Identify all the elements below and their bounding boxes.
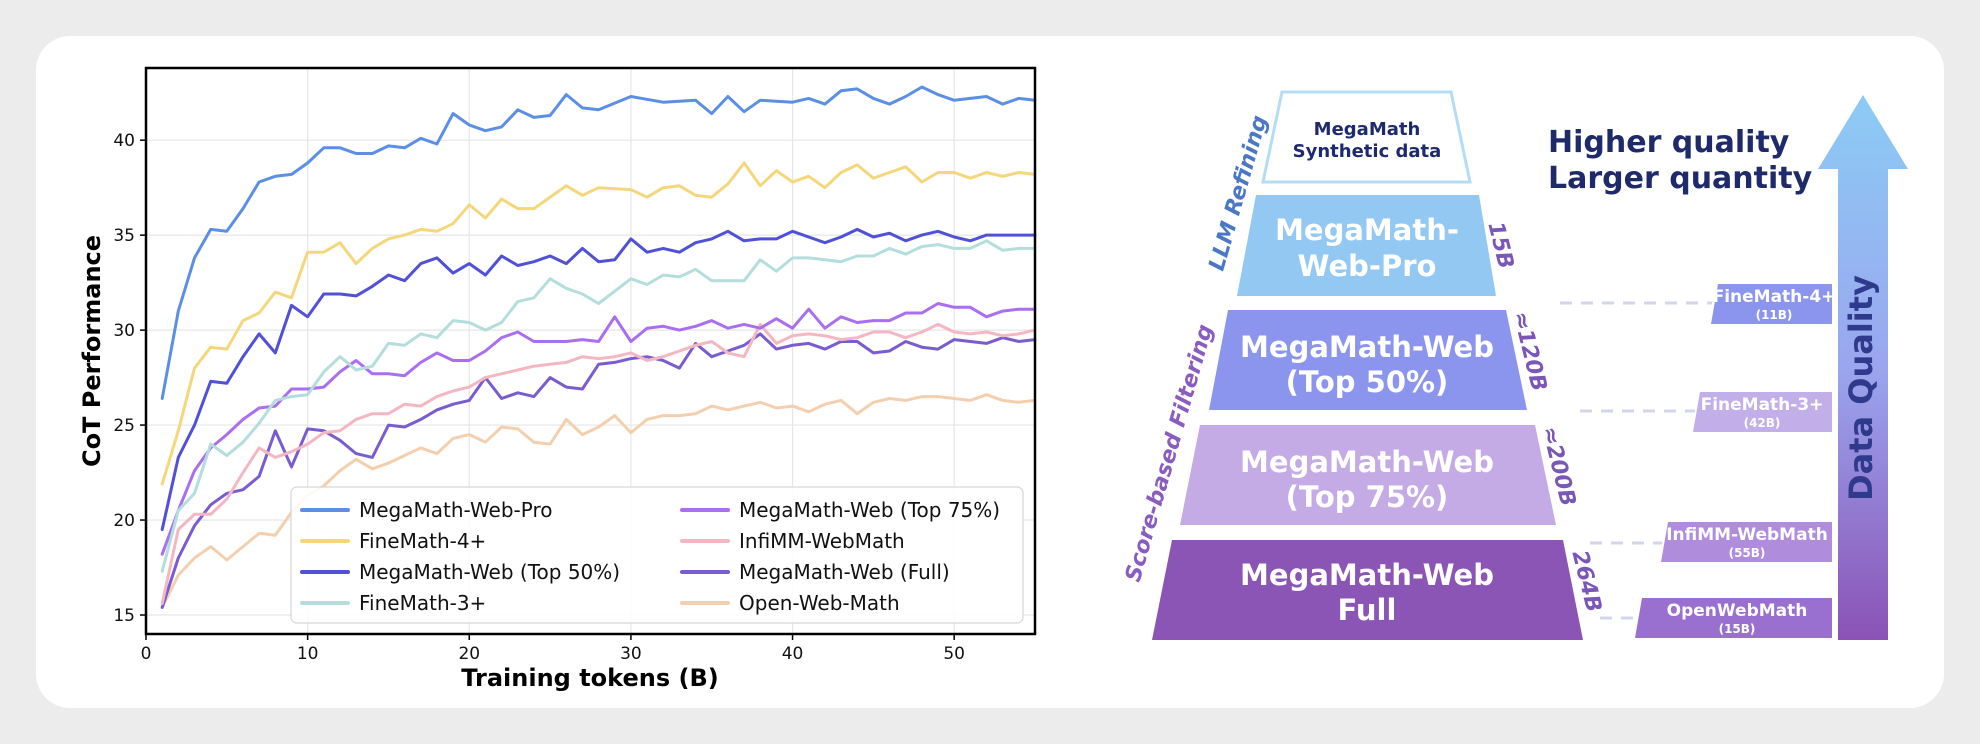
x-tick-label: 0	[141, 644, 152, 664]
y-tick-label: 25	[113, 416, 135, 436]
legend-label: FineMath-3+	[359, 591, 486, 615]
legend-label: FineMath-4+	[359, 529, 486, 553]
y-tick-label: 40	[113, 131, 135, 151]
reference-bar	[1711, 284, 1832, 324]
y-tick-label: 15	[113, 606, 135, 626]
reference-name: FineMath-4+	[1713, 287, 1836, 307]
tier-line-1: MegaMath-	[1275, 213, 1459, 247]
data-pyramid-diagram: Data Quality Higher quality Larger quant…	[1121, 90, 1908, 640]
reference-size: (55B)	[1729, 546, 1766, 560]
data-quality-arrow: Data Quality	[1818, 95, 1908, 640]
reference-finemath4: FineMath-4+ (11B)	[1711, 284, 1835, 324]
tier-line-2: (Top 50%)	[1286, 365, 1449, 399]
x-axis-label: Training tokens (B)	[461, 664, 718, 692]
series-line-megamath-web-full	[160, 332, 1037, 609]
headline-line-1: Higher quality	[1548, 125, 1790, 160]
y-tick-label: 20	[113, 511, 135, 531]
reference-size: (11B)	[1756, 308, 1793, 322]
arrow-label: Data Quality	[1842, 275, 1880, 501]
series-line-infimm-webmath	[160, 322, 1037, 606]
x-ticks: 0 10 20 30 40 50	[141, 634, 965, 664]
tier-shape	[1180, 425, 1556, 525]
x-tick-label: 40	[782, 644, 804, 664]
x-tick-label: 30	[620, 644, 642, 664]
tier-line-2: Synthetic data	[1293, 141, 1442, 162]
tier-shape	[1152, 540, 1583, 640]
reference-size: (15B)	[1719, 622, 1756, 636]
y-tick-label: 30	[113, 321, 135, 341]
x-tick-label: 50	[943, 644, 965, 664]
tier-shape	[1209, 310, 1527, 410]
tier-shape	[1237, 195, 1496, 296]
pyramid: MegaMath Synthetic data MegaMath- Web-Pr…	[1152, 90, 1583, 640]
legend-label: MegaMath-Web (Full)	[739, 560, 950, 584]
tier-shape	[1261, 90, 1472, 184]
tier-line-1: MegaMath-Web	[1240, 558, 1494, 592]
series-line-finemath-3	[160, 239, 1037, 573]
x-tick-label: 10	[297, 644, 319, 664]
legend-label: MegaMath-Web-Pro	[359, 498, 553, 522]
reference-name: FineMath-3+	[1701, 395, 1824, 415]
reference-finemath3: FineMath-3+ (42B)	[1693, 392, 1832, 432]
headline-line-2: Larger quantity	[1548, 161, 1813, 196]
reference-openwebmath: OpenWebMath (15B)	[1635, 598, 1832, 638]
plot-frame	[144, 66, 1037, 636]
legend-label: Open-Web-Math	[739, 591, 900, 615]
tier-line-1: MegaMath-Web	[1240, 445, 1494, 479]
tier-line-2: (Top 75%)	[1286, 480, 1449, 514]
tier-full: MegaMath-Web Full	[1152, 540, 1583, 640]
line-chart: 0 10 20 30 40 50 15 20 25 30 35 40 Training tokens…	[78, 66, 1037, 692]
y-tick-label: 35	[113, 226, 135, 246]
legend-label: InfiMM-WebMath	[739, 529, 905, 553]
reference-infimm-webmath: InfiMM-WebMath (55B)	[1661, 522, 1832, 562]
tier-line-1: MegaMath	[1314, 119, 1421, 140]
tier-top-50: MegaMath-Web (Top 50%)	[1209, 310, 1527, 410]
x-tick-label: 20	[458, 644, 480, 664]
tier-top-75: MegaMath-Web (Top 75%)	[1180, 425, 1556, 525]
reference-bar	[1661, 522, 1832, 562]
y-axis-label: CoT Performance	[78, 235, 106, 467]
series-line-megamath-web-top-50	[160, 227, 1037, 531]
tier-line-2: Full	[1338, 593, 1397, 627]
series-line-megamath-web-pro	[160, 85, 1037, 400]
dashed-connectors	[1560, 301, 1712, 620]
reference-name: OpenWebMath	[1667, 601, 1808, 621]
reference-datasets: FineMath-4+ (11B) FineMath-3+ (42B) Infi…	[1635, 284, 1835, 638]
reference-name: InfiMM-WebMath	[1666, 525, 1828, 545]
reference-bar	[1635, 598, 1832, 638]
series-line-finemath-4	[160, 161, 1037, 486]
tier-web-pro: MegaMath- Web-Pro	[1237, 195, 1496, 296]
legend-box	[290, 486, 1024, 624]
legend: MegaMath-Web-Pro FineMath-4+ MegaMath-Web …	[290, 486, 1024, 624]
arrow-shape	[1818, 95, 1908, 640]
reference-bar	[1693, 392, 1832, 432]
y-ticks: 15 20 25 30 35 40	[113, 131, 146, 626]
series-line-megamath-web-top-75	[160, 302, 1037, 556]
tier-line-1: MegaMath-Web	[1240, 330, 1494, 364]
tier-line-2: Web-Pro	[1298, 249, 1437, 283]
legend-label: MegaMath-Web (Top 50%)	[359, 560, 620, 584]
reference-size: (42B)	[1744, 416, 1781, 430]
legend-label: MegaMath-Web (Top 75%)	[739, 498, 1000, 522]
tier-synthetic: MegaMath Synthetic data	[1261, 90, 1472, 184]
